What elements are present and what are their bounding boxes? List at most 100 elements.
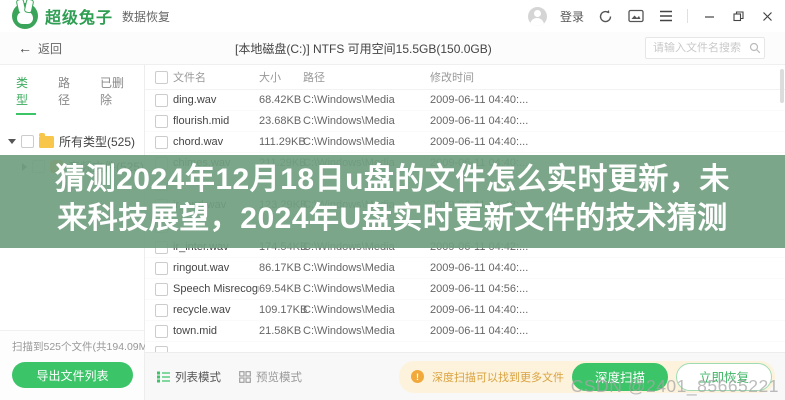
header-filename[interactable]: 文件名 [173,72,206,84]
checkbox[interactable] [21,135,34,148]
refresh-icon[interactable] [597,8,614,25]
row-checkbox[interactable] [155,282,168,296]
brand-name: 超级兔子 [45,10,114,27]
file-size: 69.54KB [259,283,302,295]
titlebar-separator [687,9,688,23]
table-row[interactable]: recycle.wav 109.17KB C:\Windows\Media 20… [145,300,785,321]
file-name: ding.wav [173,94,217,106]
file-modified-time: 2009-06-11 04:40:... [430,304,529,316]
file-size: 21.58KB [259,325,302,337]
table-row[interactable]: ringout.wav 86.17KB C:\Windows\Media 200… [145,258,785,279]
file-modified-time: 2009-06-11 04:40:... [430,325,529,337]
file-size: 68.42KB [259,94,302,106]
close-button[interactable] [759,8,775,24]
table-row[interactable]: flourish.mid 23.68KB C:\Windows\Media 20… [145,111,785,132]
list-mode-toggle[interactable]: 列表模式 [157,369,221,385]
file-path: C:\Windows\Media [303,115,395,127]
sidebar-footer: 扫描到525个文件(共194.09MB) 导出文件列表 [0,330,158,400]
row-checkbox[interactable] [155,261,168,275]
tab-type[interactable]: 类型 [16,74,36,115]
menu-icon[interactable] [657,8,674,25]
file-path: C:\Windows\Media [303,94,395,106]
chevron-down-icon[interactable] [8,139,16,144]
file-name: recycle.wav [173,304,231,316]
file-modified-time: 2009-06-11 04:40:... [430,115,529,127]
file-path: C:\Windows\Media [303,283,395,295]
file-size: 109.17KB [259,304,308,316]
table-row[interactable] [145,342,785,352]
drive-info: [本地磁盘(C:)] NTFS 可用空间15.5GB(150.0GB) [235,41,492,56]
preview-mode-icon [239,370,251,383]
csdn-watermark: CSDN @2401_85665221 [570,376,779,396]
vertical-scrollbar[interactable] [780,69,784,103]
minimize-button[interactable] [701,8,717,24]
table-row[interactable]: chord.wav 111.29KB C:\Windows\Media 2009… [145,132,785,153]
bottom-bar: 列表模式 预览模式 ! 深度扫描可以找到更多文件 深度扫描 立即恢复 [145,352,785,400]
back-arrow-icon: ← [18,40,32,56]
file-name: town.mid [173,325,218,337]
row-checkbox[interactable] [155,345,168,352]
user-avatar[interactable] [527,6,547,26]
row-checkbox[interactable] [155,93,168,107]
file-size: 111.29KB [259,136,306,148]
search-input[interactable] [646,42,746,54]
preview-mode-label: 预览模式 [256,371,302,384]
brand-suffix: 数据恢复 [122,9,171,24]
row-checkbox[interactable] [155,324,168,338]
file-modified-time: 2009-06-11 04:40:... [430,94,529,106]
folder-icon [39,132,54,148]
file-modified-time: 2009-06-11 04:40:... [430,136,529,148]
file-modified-time: 2009-06-11 04:56:... [430,283,529,295]
restore-button[interactable] [730,8,746,24]
file-name: chord.wav [173,136,224,148]
tree-item-label: 所有类型(525) [59,135,136,149]
rabbit-logo-icon [12,3,38,29]
file-path: C:\Windows\Media [303,304,395,316]
row-checkbox[interactable] [155,114,168,128]
header-modified-time[interactable]: 修改时间 [430,72,474,84]
login-button[interactable]: 登录 [559,9,584,24]
tab-path[interactable]: 路径 [58,76,71,107]
back-label: 返回 [38,41,63,56]
tab-deleted[interactable]: 已删除 [100,76,125,107]
overlay-title-line1: 猜测2024年12月18日u盘的文件怎么实时更新，未 [55,163,730,196]
overlay-title-line2: 来科技展望，2024年U盘实时更新文件的技术猜测 [57,202,728,235]
file-path: C:\Windows\Media [303,262,395,274]
table-row[interactable]: town.mid 21.58KB C:\Windows\Media 2009-0… [145,321,785,342]
deep-scan-tip: ! 深度扫描可以找到更多文件 深度扫描 立即恢复 [398,360,775,393]
toolbar: ← 返回 [本地磁盘(C:)] NTFS 可用空间15.5GB(150.0GB) [0,32,785,65]
file-size: 23.68KB [259,115,302,127]
row-checkbox[interactable] [155,303,168,317]
search-box[interactable] [645,37,765,59]
table-row[interactable]: Speech Misrecognitio... 69.54KB C:\Windo… [145,279,785,300]
back-button[interactable]: ← 返回 [18,40,62,57]
file-name: ringout.wav [173,262,230,274]
search-icon[interactable] [746,42,764,54]
preview-mode-toggle[interactable]: 预览模式 [239,369,302,385]
scan-summary: 扫描到525个文件(共194.09MB) [12,341,158,353]
row-checkbox[interactable] [155,135,168,149]
table-header: 文件名 大小 路径 修改时间 [145,65,785,90]
deep-scan-tip-text: 深度扫描可以找到更多文件 [431,371,564,384]
file-name: flourish.mid [173,115,230,127]
file-name: Speech Misrecognitio... [173,283,259,295]
file-path: C:\Windows\Media [303,136,395,148]
list-mode-label: 列表模式 [175,371,221,384]
app-brand: 超级兔子 数据恢复 [12,3,170,29]
title-bar: 超级兔子 数据恢复 登录 [0,0,785,32]
deep-scan-button[interactable]: 深度扫描 [571,362,668,391]
feedback-icon[interactable] [627,8,644,25]
file-size: 86.17KB [259,262,302,274]
article-title-overlay: 猜测2024年12月18日u盘的文件怎么实时更新，未 来科技展望，2024年U盘… [0,155,785,248]
select-all-checkbox[interactable] [155,70,168,84]
list-mode-icon [157,371,170,382]
export-file-list-button[interactable]: 导出文件列表 [12,362,133,388]
tree-item-all-types[interactable]: 所有类型(525) [0,129,144,154]
header-size[interactable]: 大小 [259,72,281,84]
table-row[interactable]: ding.wav 68.42KB C:\Windows\Media 2009-0… [145,90,785,111]
recover-now-button[interactable]: 立即恢复 [675,362,772,391]
warning-icon: ! [410,370,424,383]
sidebar-tabs: 类型 路径 已删除 [0,65,144,121]
header-path[interactable]: 路径 [303,72,325,84]
